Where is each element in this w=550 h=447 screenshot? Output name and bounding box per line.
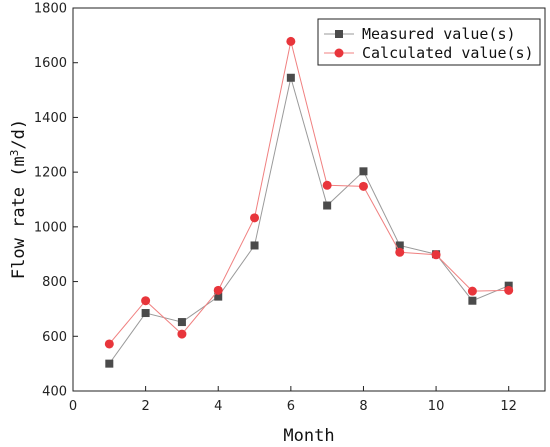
data-point-calculated bbox=[431, 250, 441, 260]
data-point-measured bbox=[286, 73, 295, 82]
data-point-measured bbox=[214, 292, 223, 301]
y-tick-label: 1600 bbox=[34, 56, 67, 71]
y-tick-label: 1000 bbox=[34, 220, 67, 235]
y-tick-label: 1400 bbox=[34, 111, 67, 126]
data-point-measured bbox=[468, 296, 477, 305]
legend-box bbox=[317, 18, 541, 66]
x-tick-label: 0 bbox=[69, 399, 77, 414]
data-point-measured bbox=[105, 359, 114, 368]
data-point-calculated bbox=[504, 285, 514, 295]
axis-ticks: 0 2 4 6 8 10 12 400 600 800 1000 1200 1400 1600 1800 bbox=[34, 2, 517, 415]
data-point-measured bbox=[504, 281, 513, 290]
x-tick-label: 2 bbox=[141, 399, 149, 414]
x-axis-title: Month bbox=[283, 426, 334, 446]
data-point-calculated bbox=[395, 247, 405, 257]
x-tick-label: 12 bbox=[500, 399, 517, 414]
x-tick-label: 6 bbox=[287, 399, 295, 414]
y-tick-label: 400 bbox=[42, 385, 67, 400]
legend-marker-measured bbox=[335, 30, 343, 38]
data-point-measured bbox=[250, 241, 259, 250]
data-point-calculated bbox=[213, 285, 223, 295]
y-tick-label: 1800 bbox=[34, 2, 67, 17]
data-point-measured bbox=[395, 241, 404, 250]
data-point-calculated bbox=[322, 180, 332, 190]
data-point-calculated bbox=[358, 181, 368, 191]
y-tick-label: 1200 bbox=[34, 166, 67, 181]
y-axis-title: Flow rate (m3/d) bbox=[8, 119, 29, 279]
y-axis-title-end: /d) bbox=[9, 119, 29, 150]
data-point-calculated bbox=[286, 36, 296, 46]
x-tick-label: 4 bbox=[214, 399, 222, 414]
data-point-measured bbox=[323, 201, 332, 210]
data-point-measured bbox=[177, 318, 186, 327]
legend-label-calculated: Calculated value(s) bbox=[362, 44, 534, 62]
legend: Measured value(s) Calculated value(s) bbox=[317, 18, 541, 66]
data-point-calculated bbox=[250, 213, 260, 223]
y-tick-label: 600 bbox=[42, 330, 67, 345]
legend-label-measured: Measured value(s) bbox=[362, 25, 516, 43]
data-point-calculated bbox=[141, 296, 151, 306]
data-point-measured bbox=[141, 309, 150, 318]
data-point-calculated bbox=[467, 286, 477, 296]
data-point-calculated bbox=[177, 329, 187, 339]
x-tick-label: 8 bbox=[359, 399, 367, 414]
series-layer bbox=[104, 36, 514, 368]
legend-marker-calculated bbox=[334, 48, 344, 58]
y-tick-label: 800 bbox=[42, 275, 67, 290]
data-point-measured bbox=[359, 167, 368, 176]
series-line-calculated bbox=[108, 41, 509, 345]
series-line-measured bbox=[108, 77, 509, 364]
plot-area bbox=[72, 7, 546, 392]
y-axis-title-main: Flow rate (m bbox=[9, 156, 29, 279]
y-axis-title-superscript: 3 bbox=[8, 150, 21, 157]
x-tick-label: 10 bbox=[428, 399, 445, 414]
data-point-calculated bbox=[104, 339, 114, 349]
